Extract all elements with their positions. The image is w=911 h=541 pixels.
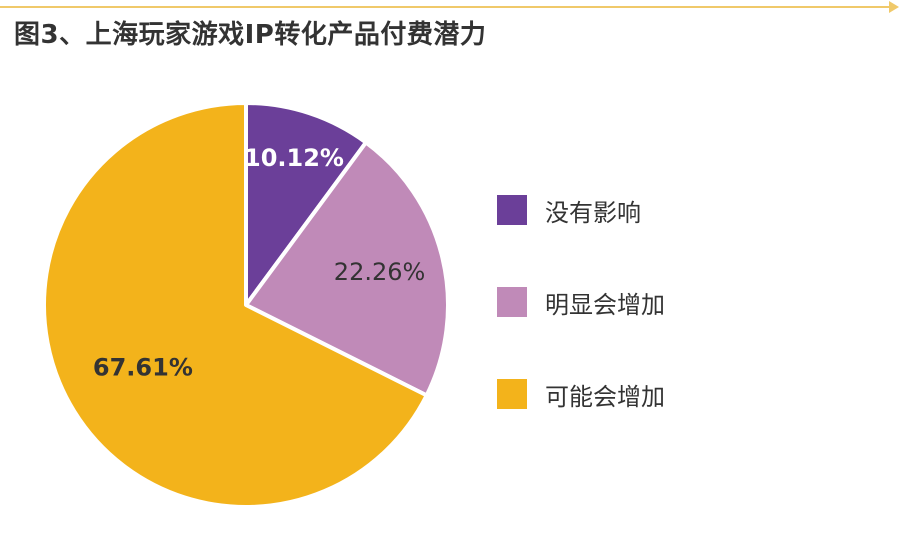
pie-slice-no-impact [244,101,368,307]
pie-label-no-impact: 10.12% [244,144,344,172]
pie-slices [42,101,450,509]
legend-item-possible-increase: 可能会增加 [497,378,665,411]
legend-swatch [497,195,527,225]
pie-labels: 10.12% 22.26% 67.61% [93,144,425,382]
chart-title: 图3、上海玩家游戏IP转化产品付费潜力 [14,20,487,50]
pie-label-significant-increase: 22.26% [334,258,426,286]
legend-label: 明显会增加 [545,290,665,319]
pie-slice-possible-increase [42,101,429,509]
legend-label: 可能会增加 [545,382,665,411]
legend: 没有影响 明显会增加 可能会增加 [497,194,665,470]
legend-item-significant-increase: 明显会增加 [497,286,665,319]
pie-slice-significant-increase [244,140,450,398]
legend-item-no-impact: 没有影响 [497,194,665,227]
legend-swatch [497,287,527,317]
pie-label-possible-increase: 67.61% [93,354,193,382]
header-rule [0,6,893,8]
header-rule-arrow-icon [889,1,899,13]
legend-swatch [497,379,527,409]
legend-label: 没有影响 [545,198,641,227]
